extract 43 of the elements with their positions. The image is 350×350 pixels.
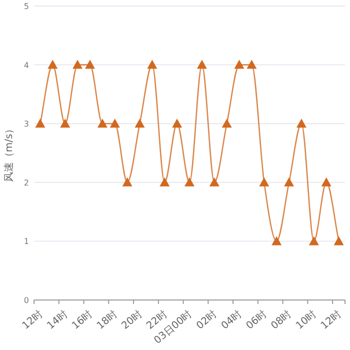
point	[97, 118, 108, 128]
x-tick-label: 18时	[94, 308, 120, 332]
x-tick-label: 08时	[268, 308, 294, 332]
point	[184, 177, 194, 186]
x-tick-label: 12时	[20, 308, 46, 332]
point	[172, 118, 182, 128]
point	[321, 177, 332, 186]
point	[222, 118, 232, 128]
y-tick-label: 0	[24, 296, 29, 305]
y-tick-label: 2	[24, 178, 29, 188]
point	[259, 177, 270, 186]
point	[60, 118, 70, 128]
x-tick-label: 14时	[44, 308, 70, 332]
x-tick-label: 04时	[218, 308, 244, 332]
point	[234, 60, 244, 69]
point	[147, 60, 158, 69]
point	[72, 60, 83, 69]
x-tick-label: 16时	[70, 308, 95, 332]
x-tick-label: 06时	[244, 308, 269, 332]
y-axis-title: 风速（m/s）	[3, 124, 15, 182]
y-tick-label: 1	[24, 237, 29, 246]
y-tick-label: 4	[24, 60, 29, 70]
x-tick-label: 20时	[119, 308, 145, 332]
point	[308, 236, 319, 246]
point	[296, 118, 306, 128]
point	[209, 177, 220, 186]
point	[134, 118, 145, 128]
point	[246, 60, 257, 69]
y-tick-label: 5	[24, 2, 29, 11]
point	[35, 118, 46, 128]
x-tick-label: 10时	[294, 308, 319, 332]
point	[84, 60, 95, 69]
point	[160, 177, 170, 186]
point	[122, 177, 132, 186]
point	[334, 236, 344, 246]
x-tick-label: 12时	[318, 308, 344, 332]
point	[196, 60, 207, 69]
x-tick-label: 02时	[194, 308, 220, 332]
point	[110, 118, 120, 128]
point	[284, 177, 294, 186]
point	[48, 60, 58, 69]
point	[272, 236, 282, 246]
y-tick-label: 3	[24, 120, 29, 129]
